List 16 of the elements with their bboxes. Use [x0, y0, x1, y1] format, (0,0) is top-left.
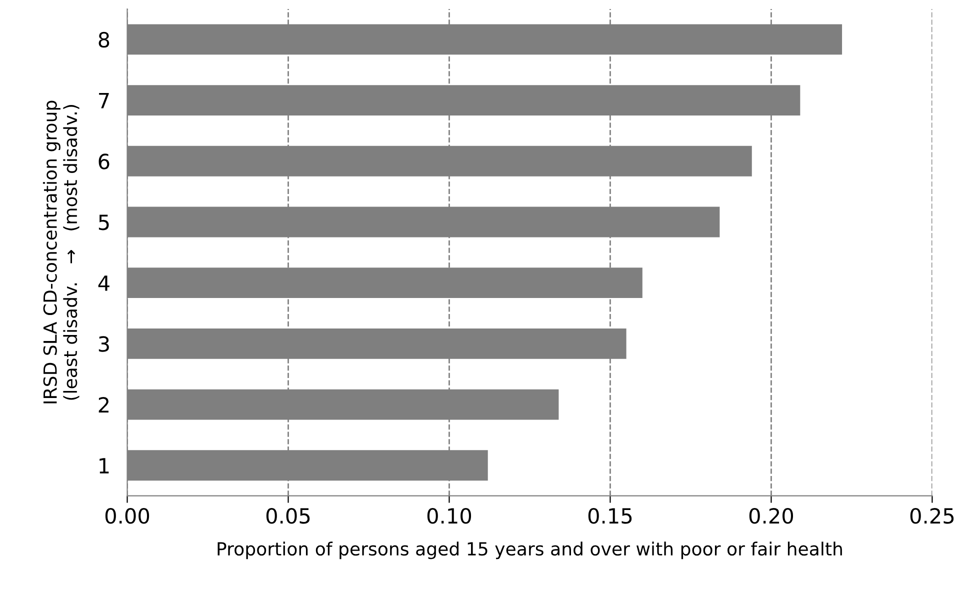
y-tick-label: 3 — [98, 336, 109, 352]
x-tick-label: 0.05 — [266, 508, 310, 524]
x-tick-label: 0.10 — [427, 508, 472, 524]
x-axis-title: Proportion of persons aged 15 years and over with poor or fair health — [218, 542, 842, 560]
y-tick-label: 7 — [99, 93, 109, 108]
x-tick-label: 0.20 — [749, 508, 794, 524]
y-axis-title: IRSD SLA CD-concentration group (least disadv. → (most disadv.) — [42, 100, 80, 404]
y-tick-label: 5 — [98, 214, 109, 230]
y-tick-label: 1 — [100, 458, 109, 474]
x-tick-label: 0.25 — [910, 508, 954, 524]
y-tick-label: 4 — [98, 276, 110, 291]
y-tick-label: 6 — [98, 154, 110, 170]
y-tick-label: 2 — [98, 397, 108, 412]
x-tick-label: 0.00 — [105, 508, 150, 524]
x-tick-label: 0.15 — [588, 508, 632, 524]
y-tick-label: 8 — [98, 32, 110, 48]
